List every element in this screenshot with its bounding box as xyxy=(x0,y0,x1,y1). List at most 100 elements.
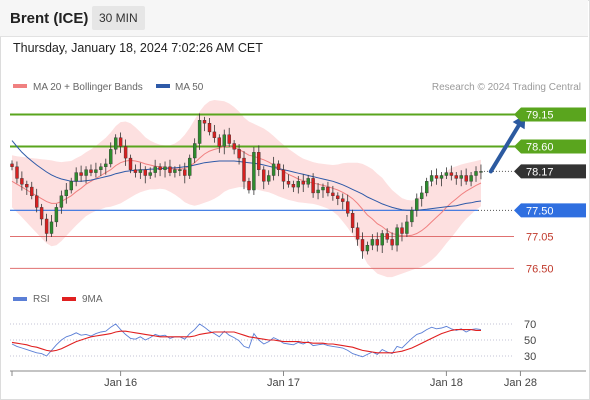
candle-body xyxy=(271,163,276,176)
level-tag-1 xyxy=(514,139,586,154)
instrument-title: Brent (ICE) xyxy=(10,10,89,27)
candle-body xyxy=(380,233,384,246)
level-label-3: 77.50 xyxy=(526,205,554,217)
rsi-tick-50: 50 xyxy=(524,335,536,347)
candle-body xyxy=(54,207,59,223)
candle-body xyxy=(276,163,281,170)
candle-body xyxy=(49,221,54,234)
timeframe-button[interactable]: 30 MIN xyxy=(92,6,145,30)
candle-body xyxy=(84,169,88,176)
candle-body xyxy=(301,181,305,185)
level-label-1: 78.60 xyxy=(526,141,554,153)
candle-body xyxy=(69,181,74,191)
candle-body xyxy=(15,166,19,179)
candle-body xyxy=(104,163,108,167)
candle-body xyxy=(108,149,113,165)
candle-body xyxy=(444,172,449,176)
candle-body xyxy=(459,175,463,179)
candle-body xyxy=(405,221,409,234)
ma20-line xyxy=(11,146,482,237)
candle-body xyxy=(415,198,419,211)
candle-body xyxy=(242,157,246,182)
candle-body xyxy=(385,233,389,240)
candle-body xyxy=(133,169,138,173)
candle-body xyxy=(232,143,236,150)
candle-body xyxy=(192,143,197,159)
candle-body xyxy=(296,181,300,188)
candle-body xyxy=(99,166,103,170)
candle-body xyxy=(20,178,24,185)
candle-body xyxy=(469,175,473,182)
candle-body xyxy=(143,169,148,176)
support-label-5: 76.50 xyxy=(526,263,554,275)
candle-body xyxy=(128,157,133,170)
candle-body xyxy=(281,169,286,182)
candle-body xyxy=(321,186,325,191)
candle-body xyxy=(89,169,93,173)
candle-body xyxy=(346,201,350,214)
level-tag-0 xyxy=(514,107,586,122)
candle-body xyxy=(118,137,123,147)
candle-body xyxy=(35,195,39,208)
candle-body xyxy=(326,186,330,194)
candle-body xyxy=(227,134,231,144)
candle-body xyxy=(306,178,310,185)
candle-body xyxy=(449,172,454,176)
level-tag-2 xyxy=(514,164,586,179)
candle-body xyxy=(355,227,360,240)
support-label-4: 77.05 xyxy=(526,231,554,243)
candle-body xyxy=(390,239,394,246)
level-label-2: 78.17 xyxy=(526,166,554,178)
candle-body xyxy=(350,212,355,228)
candle-body xyxy=(425,181,429,194)
legend-rsi-label: RSI xyxy=(33,294,50,305)
candle-body xyxy=(168,166,172,173)
legend-9ma-swatch xyxy=(62,297,76,301)
candle-body xyxy=(10,163,14,167)
candle-body xyxy=(331,192,335,196)
candle-body xyxy=(183,169,187,176)
candle-body xyxy=(163,166,167,170)
candle-body xyxy=(454,175,458,179)
candle-body xyxy=(197,120,202,144)
candle-body xyxy=(395,227,399,246)
candle-body xyxy=(222,134,227,147)
candle-body xyxy=(74,172,78,182)
candle-body xyxy=(79,172,83,176)
candle-body xyxy=(291,183,296,188)
candle-body xyxy=(173,169,177,173)
timestamp: Thursday, January 18, 2024 7:02:26 AM CE… xyxy=(13,41,263,55)
candle-body xyxy=(187,157,192,176)
candle-body xyxy=(267,175,271,182)
candle-body xyxy=(153,166,157,173)
candle-body xyxy=(375,239,379,246)
candle-body xyxy=(148,172,152,176)
copyright: Research © 2024 Trading Central xyxy=(432,82,581,93)
candle-body xyxy=(64,189,69,197)
candle-body xyxy=(39,207,44,220)
legend-ma50-label: MA 50 xyxy=(175,82,204,93)
rsi-tick-30: 30 xyxy=(524,351,536,363)
x-tick-label-0: Jan 16 xyxy=(104,377,137,389)
chart-header: Brent (ICE) 30 MIN xyxy=(0,0,588,37)
candle-body xyxy=(94,169,98,173)
candle-body xyxy=(420,192,424,199)
legend-ma50-swatch xyxy=(156,84,170,88)
candle-body xyxy=(341,198,345,202)
candle-body xyxy=(429,175,434,182)
candle-body xyxy=(365,244,370,252)
candle-body xyxy=(370,239,375,246)
candle-body xyxy=(252,152,256,191)
time-axis: Jan 16 Jan 17 Jan 18 Jan 28 xyxy=(10,370,586,389)
candle-body xyxy=(439,175,444,179)
candle-body xyxy=(123,146,128,159)
candle-body xyxy=(311,178,315,194)
rsi-panel: 70 50 30 xyxy=(10,319,536,363)
x-tick-label-3: Jan 28 xyxy=(504,377,537,389)
legend-rsi-swatch xyxy=(13,297,27,301)
candle-body xyxy=(257,152,261,170)
candle-body xyxy=(202,120,207,124)
candle-body xyxy=(360,239,365,252)
candle-body xyxy=(25,183,29,188)
